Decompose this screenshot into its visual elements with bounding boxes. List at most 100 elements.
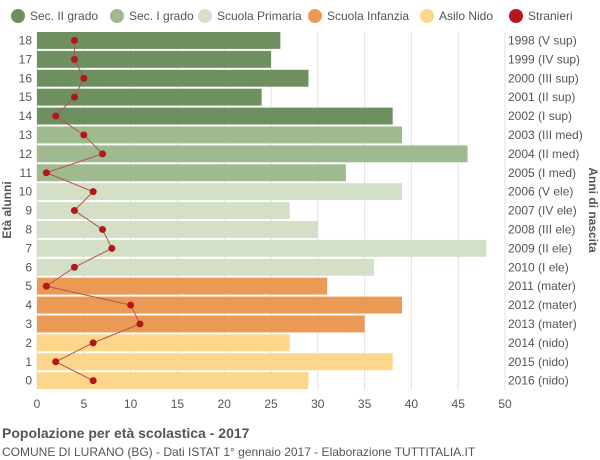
stranieri-point-age-13 — [80, 131, 88, 139]
y-right-tick-label-5: 2011 (mater) — [508, 279, 576, 293]
stranieri-point-age-3 — [136, 320, 144, 328]
legend-swatch-6 — [509, 9, 523, 23]
y-tick-label-age-15: 15 — [19, 90, 33, 104]
legend-label-3: Scuola Primaria — [217, 9, 302, 23]
bar-age-4 — [37, 296, 403, 314]
y-right-tick-label-17: 1999 (IV sup) — [508, 52, 580, 66]
y-tick-label-age-5: 5 — [25, 279, 32, 293]
y-tick-label-age-8: 8 — [25, 222, 32, 236]
bar-age-6 — [37, 258, 374, 276]
bar-age-10 — [37, 183, 403, 201]
x-tick-label-40: 40 — [405, 397, 419, 411]
y-tick-label-age-10: 10 — [19, 185, 33, 199]
y-right-tick-label-16: 2000 (III sup) — [508, 71, 579, 85]
stranieri-point-age-10 — [89, 188, 97, 196]
x-tick-label-35: 35 — [358, 397, 372, 411]
y-tick-label-age-11: 11 — [20, 166, 33, 180]
bar-age-15 — [37, 88, 262, 106]
stranieri-point-age-16 — [80, 74, 88, 82]
bar-age-3 — [37, 315, 365, 333]
y-right-tick-label-2: 2014 (nido) — [508, 336, 569, 350]
bar-age-7 — [37, 239, 487, 257]
legend-swatch-3 — [198, 9, 212, 23]
y-right-tick-label-0: 2016 (nido) — [508, 374, 569, 388]
y-tick-label-age-4: 4 — [25, 298, 32, 312]
stranieri-point-age-18 — [70, 36, 78, 44]
y-tick-label-age-1: 1 — [25, 355, 32, 369]
bar-age-5 — [37, 277, 328, 295]
x-tick-label-25: 25 — [264, 397, 278, 411]
x-tick-label-0: 0 — [34, 397, 41, 411]
x-tick-label-30: 30 — [311, 397, 325, 411]
y-tick-label-age-6: 6 — [25, 260, 32, 274]
stranieri-point-age-17 — [70, 55, 78, 63]
chart-title: Popolazione per età scolastica - 2017 — [2, 425, 250, 441]
stranieri-point-age-4 — [127, 301, 135, 309]
stranieri-point-age-6 — [70, 263, 78, 271]
y-right-tick-label-1: 2015 (nido) — [508, 355, 569, 369]
x-tick-label-45: 45 — [452, 397, 466, 411]
stranieri-point-age-8 — [99, 225, 107, 233]
legend-swatch-4 — [308, 9, 322, 23]
y-tick-label-age-17: 17 — [19, 52, 33, 66]
legend-swatch-1 — [11, 9, 25, 23]
y-right-tick-label-12: 2004 (II med) — [508, 147, 579, 161]
y-right-tick-label-14: 2002 (I sup) — [508, 109, 572, 123]
y-right-tick-label-15: 2001 (II sup) — [508, 90, 575, 104]
stranieri-point-age-1 — [52, 358, 60, 366]
y-right-tick-label-13: 2003 (III med) — [508, 128, 583, 142]
y-tick-label-age-16: 16 — [19, 71, 33, 85]
legend-label-1: Sec. II grado — [30, 9, 98, 23]
y-right-tick-label-9: 2007 (IV ele) — [508, 204, 577, 218]
y-tick-label-age-9: 9 — [25, 204, 32, 218]
x-tick-label-5: 5 — [80, 397, 87, 411]
y-right-tick-label-8: 2008 (III ele) — [508, 222, 575, 236]
stranieri-point-age-11 — [42, 169, 50, 177]
y-tick-label-age-7: 7 — [25, 241, 32, 255]
y-right-tick-label-3: 2013 (mater) — [508, 317, 577, 331]
bar-age-2 — [37, 334, 290, 352]
stranieri-point-age-7 — [108, 244, 116, 252]
bar-chart: Sec. II grado Sec. I grado Scuola Primaria… — [0, 9, 600, 411]
x-tick-label-20: 20 — [218, 397, 232, 411]
chart-subtitle: COMUNE DI LURANO (BG) - Dati ISTAT 1° ge… — [2, 445, 476, 459]
legend-swatch-5 — [420, 9, 434, 23]
y-right-tick-label-7: 2009 (II ele) — [508, 241, 572, 255]
stranieri-point-age-2 — [89, 339, 97, 347]
y-axis-title-right: Anni di nascita — [586, 167, 600, 253]
bar-age-14 — [37, 107, 393, 125]
bar-age-18 — [37, 32, 281, 49]
y-axis-title: Età alunni — [0, 181, 14, 238]
stranieri-point-age-5 — [42, 282, 50, 290]
y-right-tick-label-10: 2006 (V ele) — [508, 185, 573, 199]
legend-label-5: Asilo Nido — [439, 9, 493, 23]
bar-age-11 — [37, 164, 346, 182]
bar-age-16 — [37, 69, 309, 87]
y-right-tick-label-4: 2012 (mater) — [508, 298, 577, 312]
y-tick-label-age-13: 13 — [19, 128, 33, 142]
y-tick-label-age-0: 0 — [25, 374, 32, 388]
y-tick-label-age-18: 18 — [19, 33, 33, 47]
bar-age-12 — [37, 145, 468, 163]
legend-swatch-2 — [110, 9, 124, 23]
stranieri-point-age-14 — [52, 112, 60, 120]
y-tick-label-age-14: 14 — [19, 109, 33, 123]
legend-label-6: Stranieri — [528, 9, 573, 23]
bar-age-17 — [37, 50, 271, 68]
legend-label-2: Sec. I grado — [129, 9, 194, 23]
bar-age-0 — [37, 372, 309, 390]
stranieri-point-age-12 — [99, 150, 107, 158]
bar-age-8 — [37, 221, 318, 238]
y-right-tick-label-11: 2005 (I med) — [508, 166, 576, 180]
x-tick-label-15: 15 — [171, 397, 185, 411]
x-tick-label-50: 50 — [498, 397, 512, 411]
bar-age-9 — [37, 202, 290, 219]
y-tick-label-age-12: 12 — [19, 147, 33, 161]
stranieri-point-age-9 — [70, 207, 78, 215]
stranieri-point-age-15 — [70, 93, 78, 101]
bar-age-13 — [37, 126, 403, 144]
stranieri-point-age-0 — [89, 377, 97, 385]
bar-age-1 — [37, 353, 393, 371]
x-tick-label-10: 10 — [124, 397, 138, 411]
